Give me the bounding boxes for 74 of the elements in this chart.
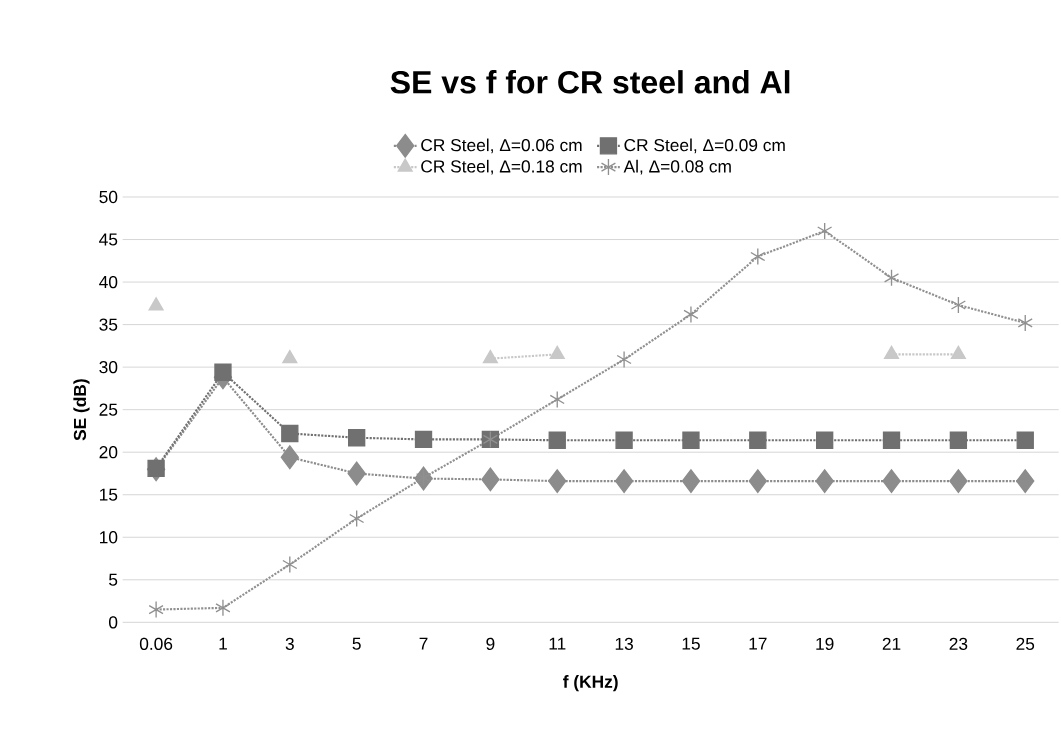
- y-tick-label: 25: [99, 403, 118, 416]
- x-tick-label: 5: [352, 637, 361, 650]
- legend-label: CR Steel, Δ=0.18 cm: [421, 159, 582, 175]
- point: [147, 459, 165, 478]
- x-axis-title: f (KHz): [563, 675, 618, 692]
- point: [148, 600, 164, 619]
- point: [950, 296, 966, 314]
- point: [348, 429, 366, 447]
- legend-label: Al, Δ=0.08 cm: [623, 159, 731, 175]
- y-tick-label: 15: [100, 488, 118, 501]
- legend-label: CR Steel, Δ=0.06 cm: [421, 138, 582, 154]
- x-tick-label: 9: [486, 637, 495, 650]
- point: [1016, 469, 1035, 494]
- point: [282, 555, 298, 574]
- point: [750, 247, 766, 266]
- point: [683, 305, 699, 324]
- point: [749, 431, 767, 449]
- chart-title: SE vs f for CR steel and Al: [390, 70, 790, 94]
- point: [282, 349, 298, 364]
- point: [214, 363, 232, 381]
- x-tick-label: 3: [285, 637, 294, 650]
- point: [615, 431, 633, 449]
- point: [281, 424, 299, 443]
- x-tick-label: 11: [549, 637, 566, 650]
- point: [817, 222, 833, 240]
- y-tick-label: 30: [99, 360, 118, 374]
- point: [148, 297, 164, 311]
- point: [414, 430, 433, 449]
- point: [681, 469, 701, 494]
- point: [883, 269, 900, 287]
- x-tick-label: 17: [749, 637, 767, 650]
- point: [549, 345, 565, 360]
- x-tick-label: 0.06: [139, 637, 173, 650]
- y-tick-label: 0: [108, 616, 118, 629]
- point: [1017, 314, 1033, 332]
- point: [883, 345, 900, 360]
- y-tick-label: 10: [100, 531, 118, 544]
- point: [614, 469, 634, 494]
- point: [548, 469, 567, 494]
- point: [482, 349, 498, 364]
- point: [748, 469, 767, 494]
- point: [616, 350, 632, 369]
- point: [1016, 431, 1034, 449]
- point: [949, 431, 968, 449]
- point: [215, 599, 231, 617]
- point: [882, 469, 901, 494]
- x-tick-label: 13: [615, 637, 633, 650]
- point: [481, 467, 500, 492]
- x-tick-label: 19: [816, 637, 834, 650]
- point: [548, 431, 566, 449]
- point: [950, 345, 966, 360]
- x-tick-label: 21: [882, 637, 901, 650]
- point: [816, 431, 834, 449]
- point: [815, 469, 834, 494]
- legend-label: CR Steel, Δ=0.09 cm: [624, 138, 785, 154]
- y-axis-title: SE (dB): [73, 379, 90, 441]
- point: [882, 431, 901, 449]
- point: [347, 461, 366, 486]
- point: [949, 469, 968, 494]
- point: [682, 431, 700, 449]
- y-tick-label: 5: [109, 573, 118, 586]
- x-tick-label: 7: [419, 637, 428, 650]
- x-tick-label: 23: [949, 637, 968, 650]
- point: [549, 390, 565, 409]
- y-tick-label: 20: [99, 446, 118, 459]
- x-tick-label: 1: [219, 637, 227, 650]
- y-tick-label: 50: [99, 190, 118, 204]
- x-tick-label: 15: [682, 637, 700, 650]
- y-tick-label: 40: [99, 275, 118, 289]
- y-tick-label: 45: [99, 233, 118, 246]
- point: [349, 509, 365, 528]
- point: [280, 445, 299, 470]
- x-tick-label: 25: [1016, 637, 1035, 650]
- y-tick-label: 35: [99, 318, 118, 331]
